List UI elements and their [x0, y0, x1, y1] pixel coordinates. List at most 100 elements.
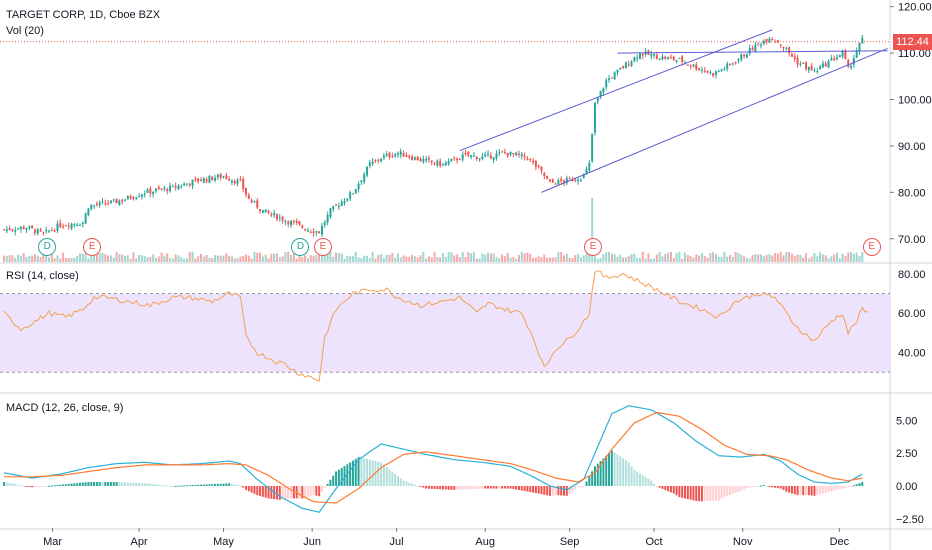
macd-hist-bar — [107, 482, 110, 486]
volume-bar — [517, 254, 520, 262]
volume-bar — [25, 257, 28, 262]
macd-hist-bar — [855, 484, 858, 486]
earnings-marker[interactable]: E — [83, 238, 102, 256]
macd-hist-bar — [498, 485, 501, 489]
macd-hist-bar — [366, 459, 369, 486]
candle — [554, 182, 557, 185]
volume-bar — [408, 256, 411, 262]
dividend-marker[interactable]: D — [38, 238, 57, 256]
candle — [427, 155, 430, 163]
macd-hist-bar — [647, 478, 650, 486]
candle — [633, 56, 636, 63]
macd-hist-bar — [292, 485, 295, 499]
candle — [439, 158, 442, 168]
volume-bar — [87, 258, 90, 262]
volume-legend[interactable]: Vol (20) — [6, 25, 44, 37]
volume-bar — [149, 256, 152, 262]
candle — [619, 67, 622, 71]
macd-hist-bar — [472, 485, 475, 489]
macd-axis[interactable]: −2.50 0.00 2.50 5.00 — [896, 415, 924, 526]
volume-bar — [610, 253, 613, 262]
volume-bar — [574, 255, 577, 262]
earnings-marker[interactable]: E — [584, 238, 603, 256]
price-axis[interactable]: 70.00 80.00 90.00 100.00 110.00 120.00 — [890, 2, 932, 246]
volume-bar — [551, 257, 554, 262]
month-tick-label: Apr — [131, 536, 148, 548]
candle — [292, 219, 295, 225]
dividend-marker[interactable]: D — [291, 238, 310, 256]
macd-hist-bar — [281, 485, 284, 500]
macd-hist-bar — [577, 485, 580, 487]
candle — [199, 177, 202, 182]
candle — [653, 53, 656, 59]
macd-hist-bar — [219, 483, 222, 486]
volume-bar — [222, 255, 225, 262]
volume-bar — [470, 253, 473, 262]
volume-bar — [546, 257, 549, 262]
volume-bar — [287, 251, 290, 262]
candle — [253, 200, 256, 203]
macd-hist-bar — [844, 485, 847, 488]
candle — [146, 187, 149, 194]
macd-histogram — [3, 450, 864, 502]
volume-bar — [858, 256, 861, 262]
macd-hist-bar — [841, 485, 844, 489]
candle — [132, 195, 135, 201]
macd-hist-bar — [45, 485, 48, 487]
macd-legend[interactable]: MACD (12, 26, close, 9) — [6, 402, 124, 414]
macd-hist-bar — [267, 485, 270, 499]
volume-bar — [284, 251, 287, 262]
candle — [261, 210, 264, 214]
candle — [661, 53, 664, 61]
volume-bar — [824, 255, 827, 262]
candle — [154, 187, 157, 194]
candle — [543, 171, 546, 180]
volume-bar — [557, 252, 560, 262]
macd-hist-bar — [48, 485, 51, 487]
rsi-axis[interactable]: 40.00 60.00 80.00 — [898, 269, 926, 360]
macd-hist-bar — [413, 484, 416, 486]
volume-bar — [653, 258, 656, 262]
macd-hist-bar — [641, 475, 644, 486]
candle — [219, 172, 222, 181]
candle — [723, 66, 726, 71]
candle — [464, 149, 467, 157]
volume-bar — [197, 256, 200, 262]
macd-hist-bar — [278, 485, 281, 500]
volume-bar — [802, 257, 805, 262]
candle — [301, 224, 304, 229]
candle — [157, 184, 160, 191]
time-axis[interactable]: Mar Apr May Jun Jul Aug Sep Oct Nov Dec — [43, 528, 850, 548]
volume-bar — [582, 255, 585, 262]
trendline-resistance[interactable] — [617, 50, 888, 54]
candle — [411, 154, 414, 161]
candle — [591, 133, 594, 164]
candle — [740, 53, 743, 62]
candle — [236, 177, 239, 187]
earnings-marker[interactable]: E — [862, 238, 881, 256]
candle — [59, 219, 62, 228]
macd-hist-bar — [717, 485, 720, 501]
rsi-legend[interactable]: RSI (14, close) — [6, 270, 79, 282]
candle — [729, 63, 732, 66]
volume-bar — [608, 251, 611, 262]
volume-bar — [577, 254, 580, 262]
month-tick-label: Nov — [733, 536, 753, 548]
candle — [796, 54, 799, 68]
volume-bar — [312, 255, 315, 262]
macd-hist-bar — [638, 473, 641, 486]
macd-hist-bar — [686, 485, 689, 500]
volume-bar — [537, 256, 540, 262]
candle — [695, 62, 698, 72]
candle — [799, 60, 802, 67]
earnings-marker[interactable]: E — [313, 238, 332, 256]
symbol-title[interactable]: TARGET CORP, 1D, Cboe BZX — [6, 9, 161, 21]
trendline-channel-upper[interactable] — [459, 29, 773, 152]
trendline-channel-lower[interactable] — [541, 47, 888, 193]
candle — [782, 46, 785, 52]
macd-hist-bar — [399, 478, 402, 486]
volume-bar — [199, 253, 202, 262]
candle — [402, 150, 405, 157]
volume-bar — [596, 258, 599, 262]
